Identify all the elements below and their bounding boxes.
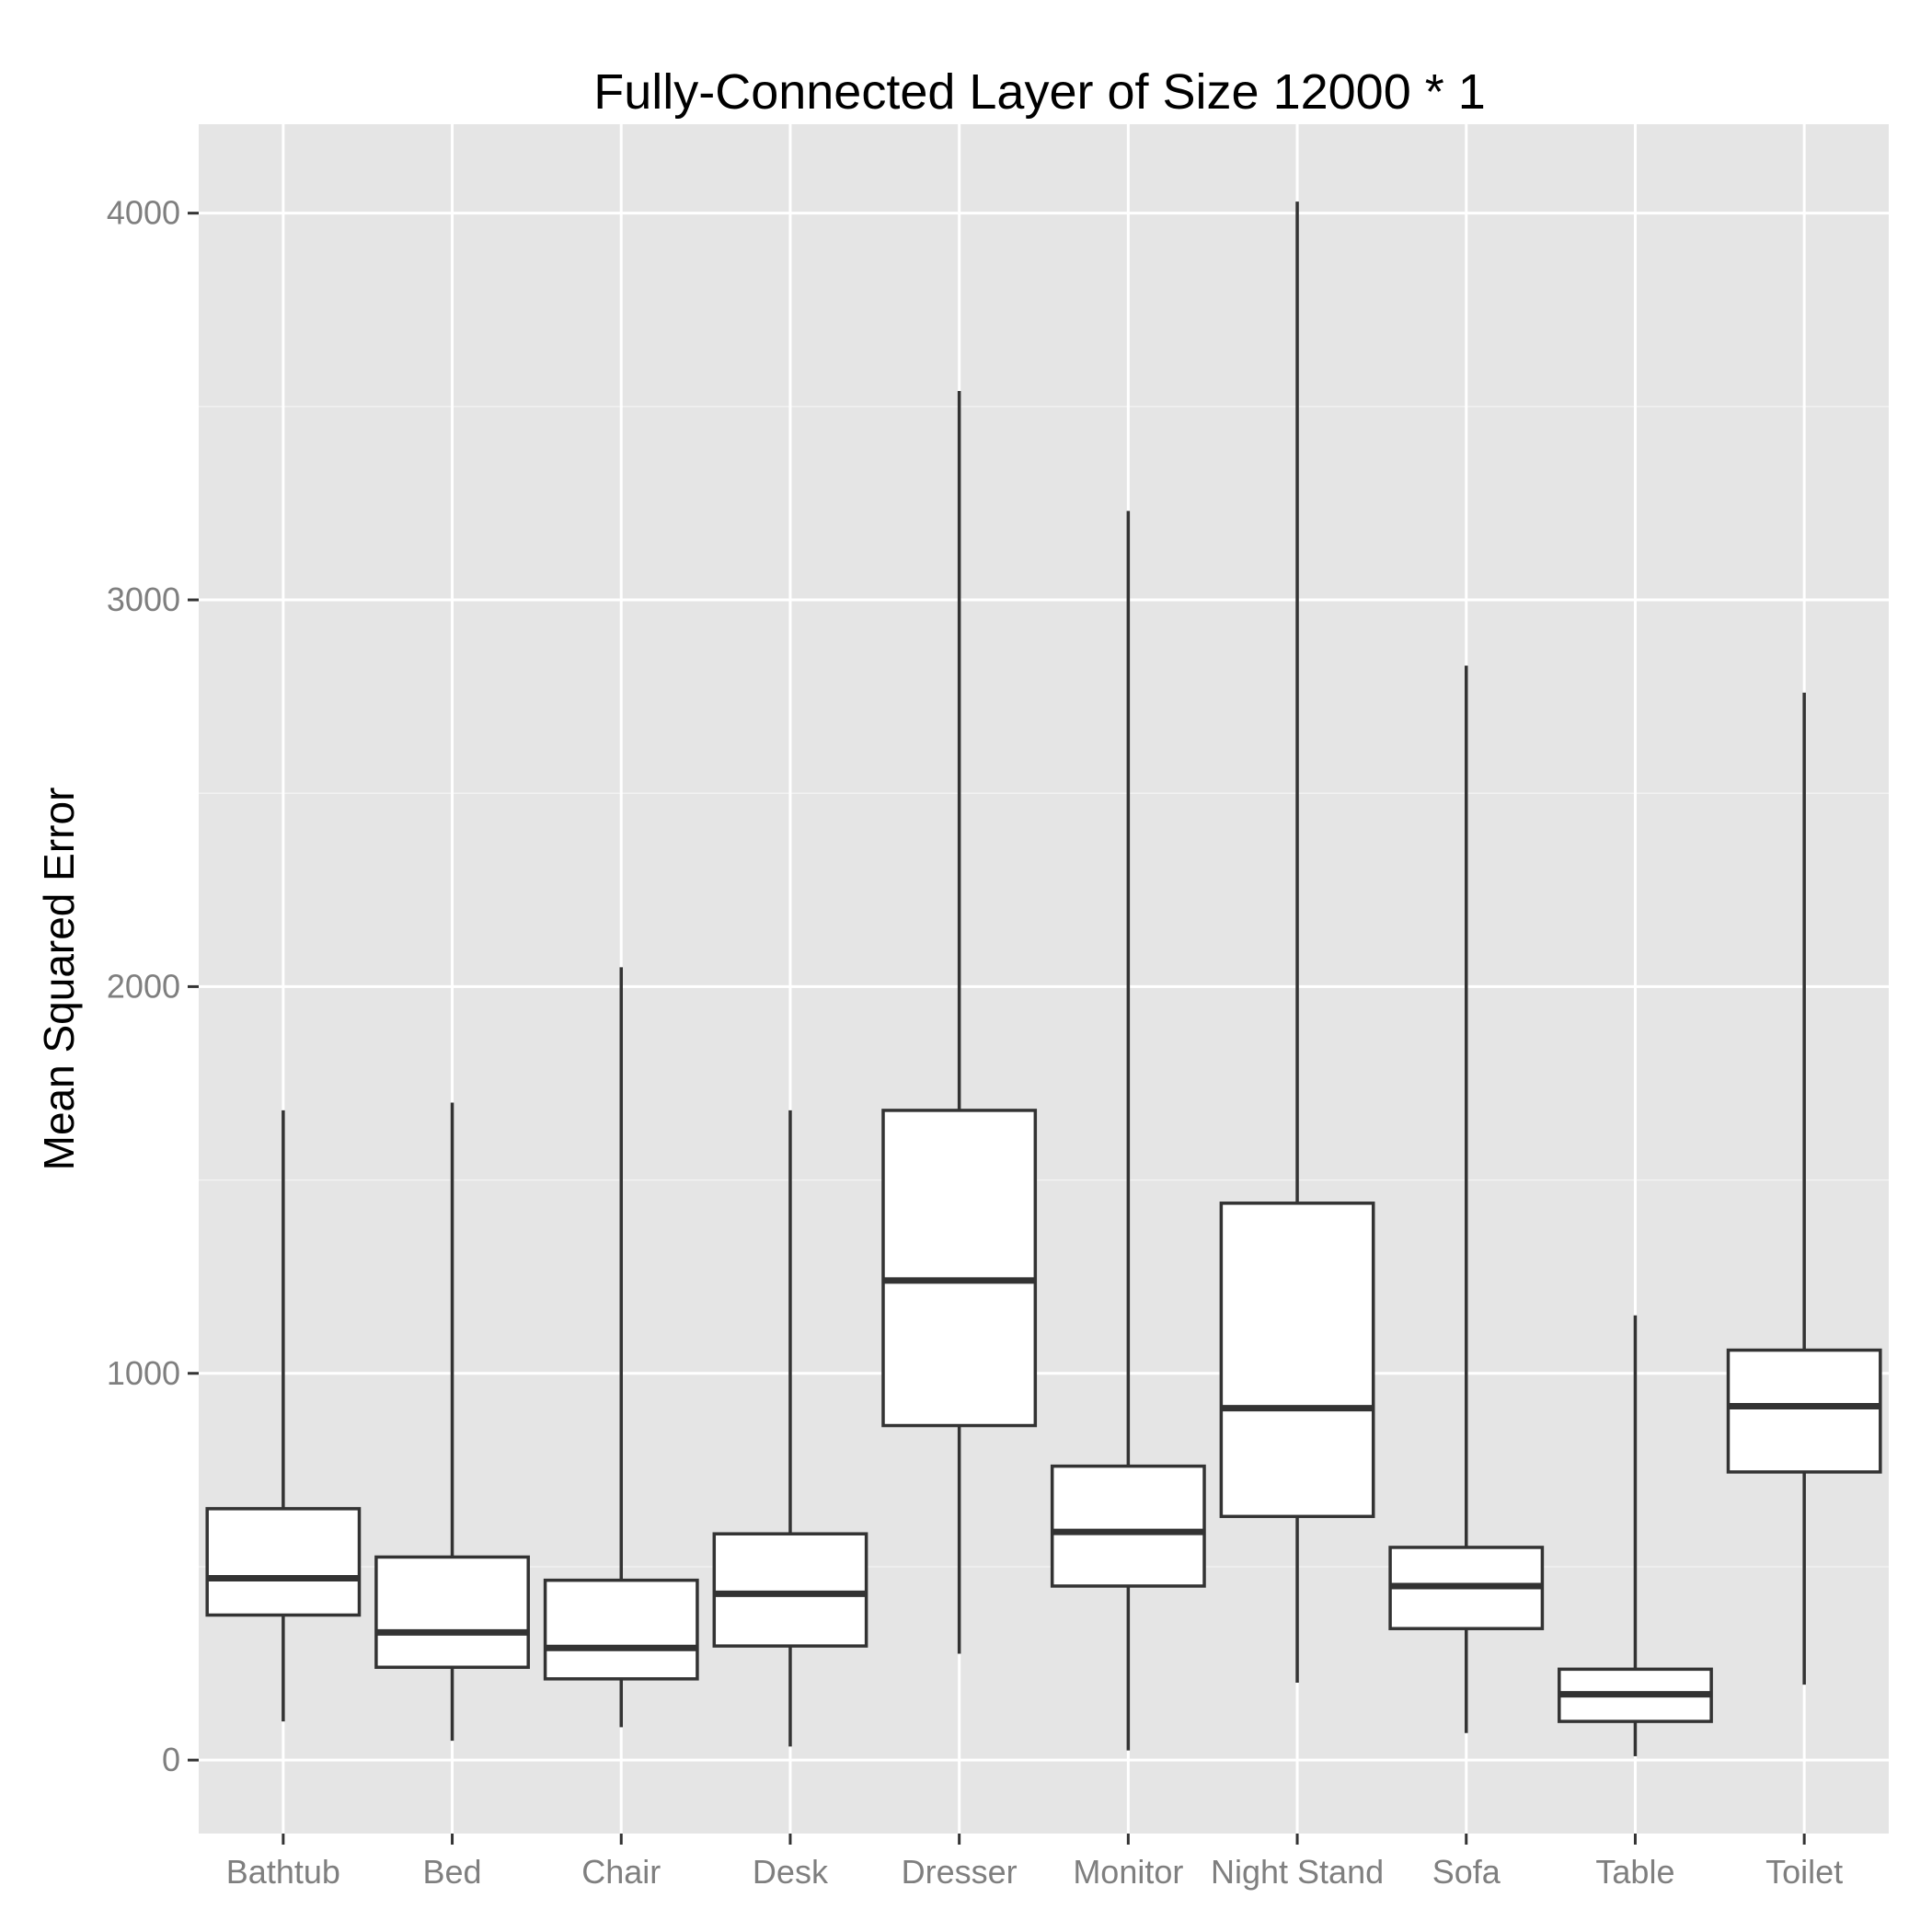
chart-title: Fully-Connected Layer of Size 12000 * 1 (593, 64, 1486, 120)
y-tick-label: 3000 (107, 581, 180, 618)
interquartile-box (1726, 1348, 1882, 1474)
y-tick-label: 4000 (107, 194, 180, 232)
box-desk (712, 1110, 868, 1747)
interquartile-box (712, 1532, 868, 1648)
x-tick-label: Bed (423, 1853, 482, 1891)
interquartile-box (205, 1507, 362, 1617)
box-night-stand (1219, 201, 1375, 1684)
interquartile-box (881, 1109, 1038, 1428)
x-tick-label: Dresser (902, 1853, 1018, 1891)
y-axis: 0 1000 2000 3000 4000 (107, 194, 199, 1778)
box-chair (543, 967, 699, 1728)
box-bathtub (205, 1110, 362, 1722)
x-tick-label: Night Stand (1211, 1853, 1384, 1891)
interquartile-box (543, 1578, 699, 1681)
y-tick-label: 2000 (107, 967, 180, 1005)
interquartile-box (1050, 1464, 1206, 1588)
plot-panel (199, 124, 1889, 1834)
box-table (1558, 1315, 1713, 1756)
box-bed (374, 1102, 530, 1742)
x-axis: Bathtub Bed Chair Desk Dresser Monitor Night S… (226, 1834, 1843, 1891)
y-tick-label: 0 (162, 1741, 180, 1778)
box-series (205, 201, 1882, 1756)
box-dresser (881, 391, 1038, 1654)
box-sofa (1388, 665, 1545, 1733)
x-tick-label: Table (1595, 1853, 1674, 1891)
x-tick-label: Desk (753, 1853, 829, 1891)
interquartile-box (374, 1555, 530, 1669)
box-monitor (1050, 511, 1206, 1751)
interquartile-box (1219, 1202, 1375, 1519)
x-tick-label: Monitor (1073, 1853, 1183, 1891)
box-toilet (1726, 692, 1882, 1685)
x-tick-label: Sofa (1432, 1853, 1501, 1891)
y-tick-label: 1000 (107, 1354, 180, 1392)
x-tick-label: Chair (581, 1853, 661, 1891)
y-axis-label: Mean Squared Error (35, 788, 83, 1171)
x-tick-label: Bathtub (226, 1853, 340, 1891)
x-tick-label: Toilet (1765, 1853, 1843, 1891)
